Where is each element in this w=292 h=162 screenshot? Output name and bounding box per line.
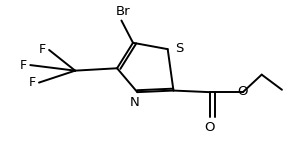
- Text: Br: Br: [116, 5, 130, 18]
- Text: N: N: [130, 96, 139, 109]
- Text: O: O: [204, 121, 215, 134]
- Text: F: F: [39, 43, 46, 56]
- Text: S: S: [175, 42, 183, 55]
- Text: F: F: [28, 76, 36, 89]
- Text: O: O: [238, 85, 248, 98]
- Text: F: F: [20, 59, 27, 72]
